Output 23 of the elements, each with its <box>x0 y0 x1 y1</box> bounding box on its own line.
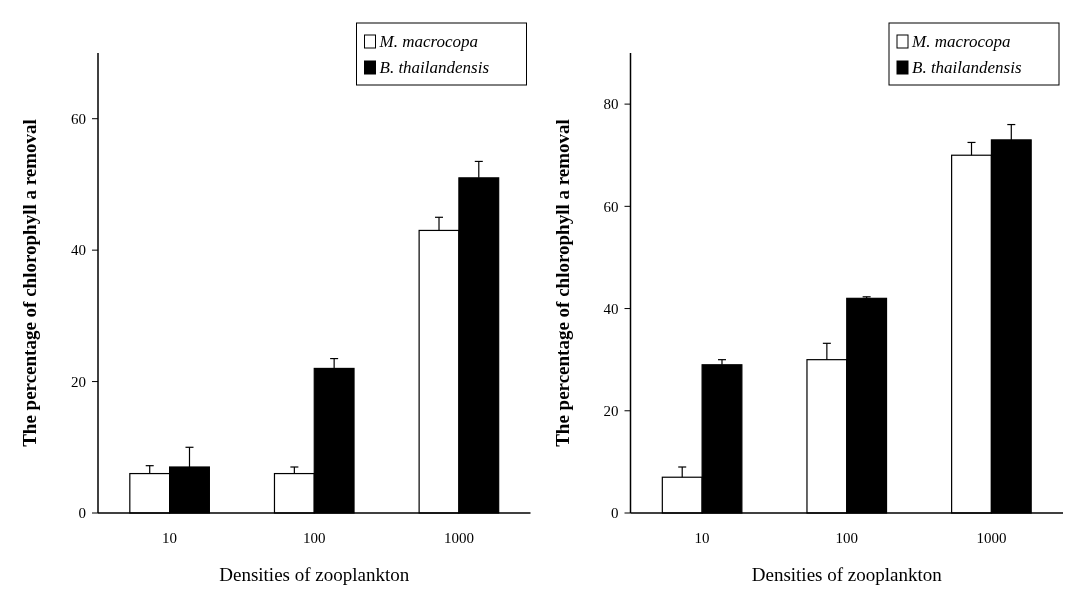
y-tick-label: 80 <box>603 96 619 113</box>
x-tick-label: 100 <box>303 530 326 546</box>
legend-label: B. thailandensis <box>379 58 490 77</box>
legend-label: M. macrocopa <box>378 32 479 51</box>
x-tick-label: 100 <box>835 530 858 546</box>
y-tick-label: 0 <box>611 505 619 522</box>
y-tick-label: 20 <box>71 373 86 390</box>
y-tick-label: 60 <box>603 198 619 215</box>
y-tick-label: 60 <box>71 110 86 127</box>
x-tick-label: 10 <box>694 530 710 546</box>
y-tick-label: 20 <box>603 403 619 420</box>
y-tick-label: 40 <box>603 300 619 317</box>
y-axis-title: The percentage of chlorophyll a removal <box>19 119 40 447</box>
x-axis-title: Densities of zooplankton <box>219 564 410 585</box>
x-axis-title: Densities of zooplankton <box>751 564 943 585</box>
y-tick-label: 40 <box>71 242 86 259</box>
x-tick-label: 10 <box>162 530 178 546</box>
x-tick-label: 1000 <box>443 530 474 546</box>
legend-label: M. macrocopa <box>911 32 1011 51</box>
y-axis-title: The percentage of chlorophyll a removal <box>551 119 573 447</box>
x-tick-label: 1000 <box>976 530 1007 546</box>
y-tick-label: 0 <box>78 505 86 522</box>
legend-label: B. thailandensis <box>912 58 1022 77</box>
